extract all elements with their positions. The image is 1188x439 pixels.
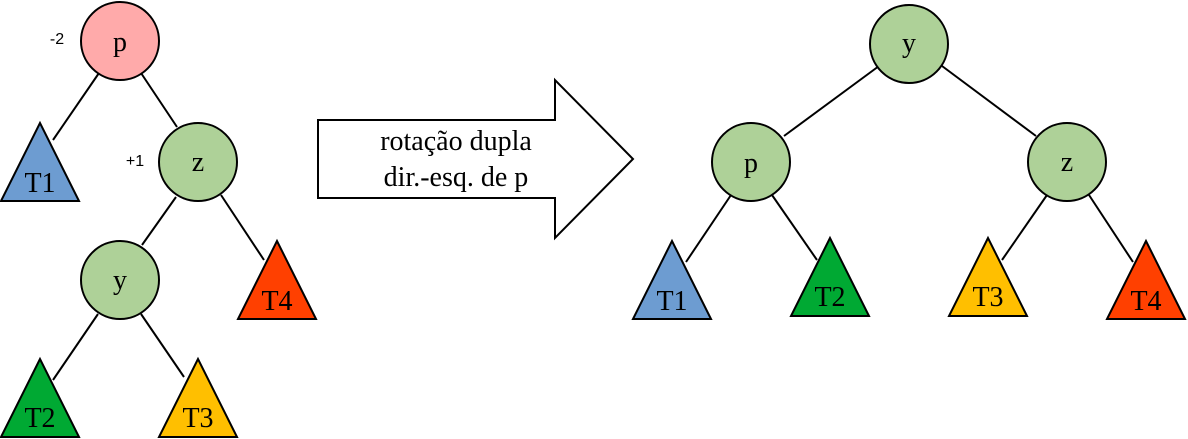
node-p-label-before: p — [113, 27, 127, 58]
node-p-label-after: p — [744, 148, 758, 179]
after-tree: T1 T2 T3 T4 y p z — [631, 4, 1187, 320]
node-z-after — [1027, 122, 1107, 202]
subtree-t4-label-before: T4 — [261, 286, 292, 317]
subtree-t1-before — [0, 120, 81, 202]
edge-y-t2 — [52, 313, 99, 381]
subtree-t3-label-before: T3 — [182, 403, 213, 434]
subtree-t3-after — [947, 235, 1029, 317]
subtree-t3-before — [157, 356, 239, 438]
node-y-before — [80, 240, 160, 320]
before-tree: T1 T4 T2 T3 p -2 z +1 y — [0, 1, 318, 438]
edge-p-z — [140, 72, 178, 128]
subtree-t2-after — [789, 235, 871, 317]
node-p-before — [80, 1, 160, 81]
edge-y-z-after — [941, 65, 1037, 137]
node-z-label-after: z — [1061, 147, 1073, 178]
edge-y-p-after — [783, 65, 880, 137]
node-y-after — [869, 4, 949, 84]
subtree-t2-before — [0, 356, 81, 438]
subtree-t1-label-before: T1 — [24, 168, 55, 199]
subtree-t1-label-after: T1 — [656, 286, 687, 317]
node-z-before — [158, 122, 238, 202]
edge-z-y — [141, 196, 177, 246]
node-y-label-after: y — [902, 28, 916, 59]
arrow-text-line2: dir.-esq. de p — [384, 162, 529, 193]
edge-y-t3 — [140, 313, 185, 378]
edge-z-t3-after — [1001, 194, 1048, 261]
subtree-t4-after — [1105, 238, 1187, 320]
edge-p-t2-after — [771, 194, 818, 261]
balance-z: +1 — [126, 153, 144, 170]
node-z-label-before: z — [192, 147, 204, 178]
subtree-t3-label-after: T3 — [972, 282, 1003, 313]
node-p-after — [711, 122, 791, 202]
arrow-text-line1: rotação dupla — [380, 126, 532, 157]
edge-z-t4 — [220, 194, 265, 261]
subtree-t4-label-after: T4 — [1130, 286, 1161, 317]
subtree-t1-after — [631, 238, 713, 320]
edge-p-t1-after — [685, 194, 732, 263]
balance-p: -2 — [50, 31, 64, 48]
edge-p-t1 — [52, 72, 100, 141]
edge-z-t4-after — [1088, 194, 1134, 263]
subtree-t2-label-after: T2 — [814, 282, 845, 313]
subtree-t4-before — [236, 238, 318, 320]
arrow-shape — [317, 77, 635, 241]
subtree-t2-label-before: T2 — [24, 403, 55, 434]
rotation-arrow: rotação dupla dir.-esq. de p — [317, 77, 635, 241]
node-y-label-before: y — [113, 265, 127, 296]
